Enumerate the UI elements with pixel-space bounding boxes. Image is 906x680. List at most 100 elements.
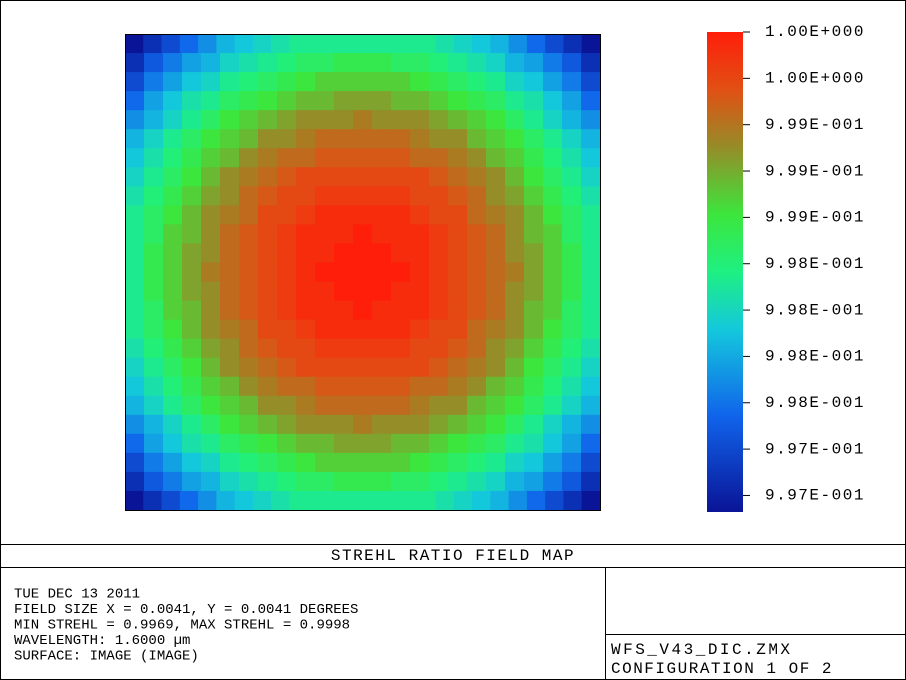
heat-cell (410, 414, 430, 435)
heat-cell (277, 395, 297, 416)
heat-cell (239, 376, 259, 397)
heat-cell (163, 281, 183, 302)
heat-cell (410, 452, 430, 473)
heat-cell (125, 148, 145, 168)
chart-title: STREHL RATIO FIELD MAP (331, 547, 575, 565)
heat-cell (125, 319, 145, 340)
heat-cell (163, 452, 183, 473)
heat-cell (429, 300, 449, 321)
heat-cell (144, 281, 164, 302)
heat-cell (239, 53, 259, 73)
heat-cell (467, 91, 487, 111)
heat-cell (391, 433, 411, 454)
heat-cell (545, 34, 564, 54)
heat-cell (201, 224, 221, 244)
heat-cell (315, 281, 335, 302)
heat-cell (524, 224, 544, 244)
heat-cell (201, 357, 221, 378)
heat-cell (391, 91, 411, 111)
heat-cell (372, 281, 392, 302)
heat-cell (334, 243, 354, 263)
heat-cell (334, 471, 354, 492)
heat-cell (543, 53, 563, 73)
colorbar-label: 9.97E-001 (765, 440, 865, 458)
heat-cell (391, 414, 411, 435)
heat-cell (258, 281, 278, 302)
heat-cell (198, 34, 217, 54)
heat-cell (334, 433, 354, 454)
heat-cell (334, 357, 354, 378)
heat-cell (505, 281, 525, 302)
heat-cell (581, 395, 601, 416)
heat-cell (277, 72, 297, 92)
heat-cell (562, 452, 582, 473)
heat-cell (198, 490, 217, 511)
heat-cell (486, 452, 506, 473)
heat-cell (315, 300, 335, 321)
heat-cell (182, 414, 202, 435)
heat-cell (562, 110, 582, 130)
heat-cell (524, 357, 544, 378)
heat-cell (562, 167, 582, 187)
heat-cell (182, 433, 202, 454)
heat-cell (486, 395, 506, 416)
heat-cell (163, 319, 183, 340)
heat-cell (220, 72, 240, 92)
heat-cell (353, 53, 373, 73)
heat-cell (524, 186, 544, 206)
heat-cell (581, 262, 601, 283)
heat-cell (524, 129, 544, 149)
heat-cell (429, 129, 449, 149)
heat-cell (467, 262, 487, 283)
heat-cell (391, 300, 411, 321)
heat-cell (239, 186, 259, 206)
heat-cell (562, 319, 582, 340)
heat-cell (163, 243, 183, 263)
heat-cell (239, 452, 259, 473)
heat-cell (505, 148, 525, 168)
heat-cell (545, 490, 564, 511)
heat-cell (220, 338, 240, 359)
heat-cell (220, 452, 240, 473)
heat-cell (163, 376, 183, 397)
heat-cell (467, 281, 487, 302)
heat-cell (334, 205, 354, 225)
heat-cell (524, 300, 544, 321)
heat-cell (417, 34, 437, 54)
heat-cell (353, 338, 373, 359)
heat-cell (163, 72, 183, 92)
heat-cell (448, 205, 468, 225)
file-name: WFS_V43_DIC.ZMX (611, 641, 793, 659)
heat-cell (296, 452, 316, 473)
heat-cell (315, 110, 335, 130)
heat-cell (486, 433, 506, 454)
heat-cell (562, 414, 582, 435)
heat-cell (562, 224, 582, 244)
heat-cell (144, 91, 164, 111)
heat-cell (562, 243, 582, 263)
heat-cell (410, 243, 430, 263)
heat-cell (252, 34, 272, 54)
heat-cell (163, 338, 183, 359)
heat-cell (467, 338, 487, 359)
heat-cell (182, 395, 202, 416)
heat-cell (391, 205, 411, 225)
heat-cell (526, 34, 546, 54)
heat-cell (429, 72, 449, 92)
heat-cell (182, 471, 202, 492)
heat-cell (486, 414, 506, 435)
heat-cell (315, 414, 335, 435)
heat-cell (472, 490, 491, 511)
heat-cell (296, 433, 316, 454)
heat-cell (353, 395, 373, 416)
heat-cell (258, 91, 278, 111)
heat-cell (353, 300, 373, 321)
heat-cell (258, 205, 278, 225)
heat-cell (486, 186, 506, 206)
heat-cell (353, 262, 373, 283)
heat-cell (562, 205, 582, 225)
heat-cell (315, 53, 335, 73)
heat-cell (486, 72, 506, 92)
heat-cell (581, 376, 601, 397)
heat-cell (429, 53, 449, 73)
